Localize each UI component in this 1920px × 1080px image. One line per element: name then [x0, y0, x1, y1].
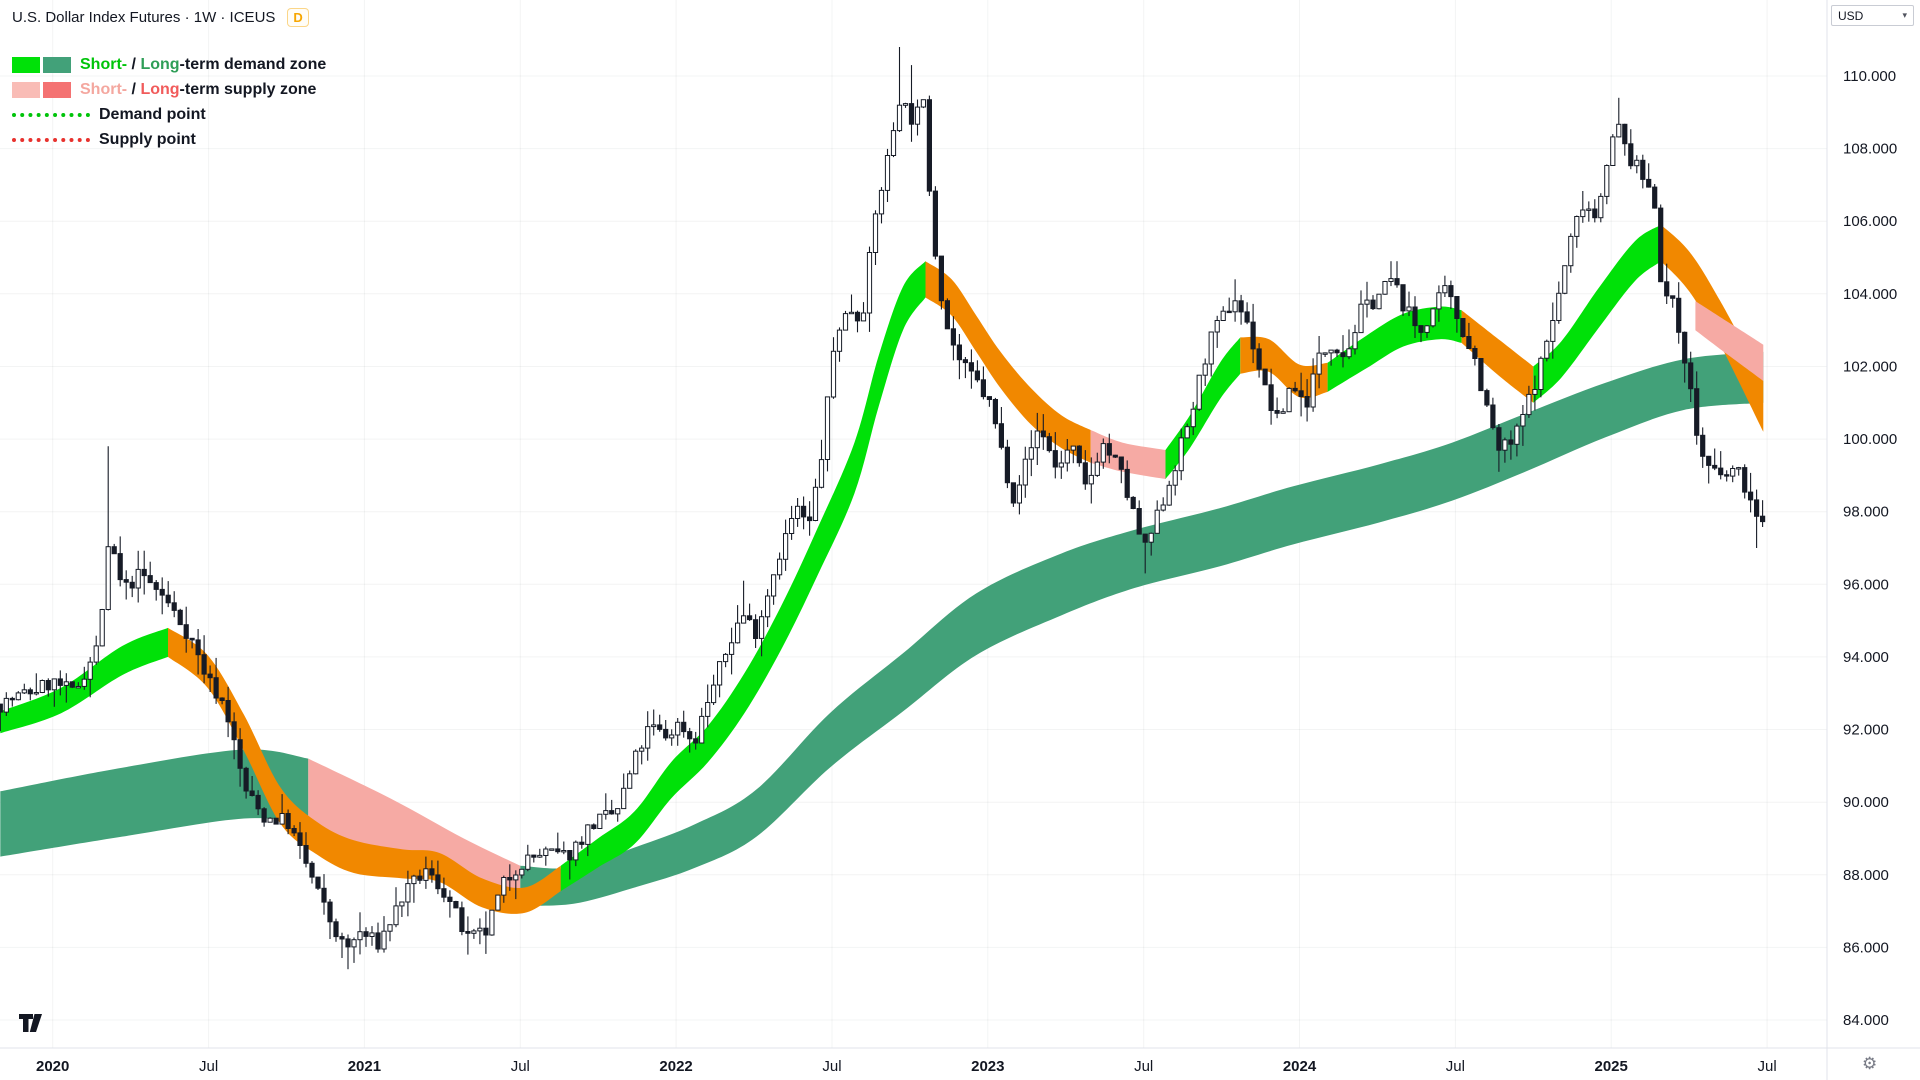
band-short-term-demand-c: [1165, 337, 1241, 479]
tradingview-logo[interactable]: [18, 1013, 44, 1039]
long-term-supply-swatch: [43, 82, 71, 98]
time-axis-label-jul: Jul: [822, 1058, 841, 1075]
time-axis-label-jul: Jul: [199, 1058, 218, 1075]
currency-label: USD: [1838, 8, 1864, 23]
demand-zone-swatches: [12, 57, 71, 73]
time-axis-label-jul: Jul: [1758, 1058, 1777, 1075]
time-axis-label-jul: Jul: [1134, 1058, 1153, 1075]
short-term-supply-swatch: [12, 82, 40, 98]
supply-short-text: Short-: [80, 81, 128, 98]
tradingview-logo-glyph: [19, 1014, 42, 1032]
price-axis-label: 92.000: [1843, 722, 1889, 739]
time-axis-label-jul: Jul: [511, 1058, 530, 1075]
price-axis-label: 106.000: [1843, 213, 1897, 230]
settings-gear-icon[interactable]: ⚙: [1862, 1054, 1878, 1073]
price-axis-label: 98.000: [1843, 504, 1889, 521]
legend-row-supply-point: Supply point: [12, 130, 326, 150]
legend-row-demand-zone: Short- / Long-term demand zone: [12, 55, 326, 75]
chevron-down-icon: ▾: [1902, 10, 1907, 20]
demand-point-label: Demand point: [99, 106, 206, 123]
time-axis-label-jul: Jul: [1446, 1058, 1465, 1075]
indicator-legend: Short- / Long-term demand zone Short- / …: [12, 55, 326, 150]
band-short-term-supply-c: [1240, 336, 1328, 399]
price-axis-label: 102.000: [1843, 359, 1897, 376]
supply-sep-text: /: [127, 81, 141, 98]
band-short-term-demand-e: [1533, 224, 1662, 403]
price-axis-label: 90.000: [1843, 794, 1889, 811]
band-long-term-demand-a: [0, 749, 309, 857]
demand-long-text: Long: [140, 56, 180, 73]
time-axis-label-2024: 2024: [1283, 1058, 1317, 1075]
price-axis-label: 88.000: [1843, 867, 1889, 884]
supply-point-line-swatch: [12, 138, 90, 142]
price-axis-label: 94.000: [1843, 649, 1889, 666]
legend-row-supply-zone: Short- / Long-term supply zone: [12, 80, 326, 100]
price-axis-label: 110.000: [1843, 68, 1896, 85]
price-axis-label: 100.000: [1843, 431, 1897, 448]
candlestick-series: [0, 47, 1766, 970]
currency-dropdown[interactable]: USD ▾: [1831, 5, 1914, 26]
indicator-bands: [0, 224, 1764, 914]
long-term-demand-swatch: [43, 57, 71, 73]
band-long-term-supply: [308, 758, 521, 906]
short-term-demand-swatch: [12, 57, 40, 73]
time-axis-label-2025: 2025: [1595, 1058, 1628, 1075]
time-axis-label-2023: 2023: [971, 1058, 1004, 1075]
supply-zone-swatches: [12, 82, 71, 98]
symbol-title[interactable]: U.S. Dollar Index Futures · 1W · ICEUS: [12, 9, 276, 26]
price-axis-panel[interactable]: [1827, 0, 1920, 1080]
supply-zone-label: Short- / Long-term supply zone: [80, 81, 316, 99]
demand-short-text: Short-: [80, 56, 128, 73]
data-mode-badge: D: [287, 8, 309, 27]
price-axis-label: 84.000: [1843, 1012, 1889, 1029]
time-axis-label-2021: 2021: [348, 1058, 381, 1075]
band-short-term-supply-pink-b: [1695, 301, 1764, 381]
supply-long-text: Long: [140, 81, 180, 98]
demand-zone-label: Short- / Long-term demand zone: [80, 56, 326, 74]
time-axis-panel[interactable]: [0, 1048, 1920, 1080]
price-axis-label: 96.000: [1843, 576, 1889, 593]
demand-sep-text: /: [127, 56, 141, 73]
demand-suffix-text: -term demand zone: [179, 56, 327, 73]
band-short-term-supply-a: [168, 627, 561, 914]
band-short-term-supply-d: [1461, 310, 1534, 403]
price-axis-label: 108.000: [1843, 141, 1897, 158]
legend-row-demand-point: Demand point: [12, 105, 326, 125]
band-short-term-demand-b: [560, 261, 926, 892]
time-axis-label-2020: 2020: [36, 1058, 69, 1075]
time-axis-label-2022: 2022: [659, 1058, 692, 1075]
supply-point-label: Supply point: [99, 131, 196, 148]
band-short-term-supply-b: [925, 261, 1091, 463]
supply-suffix-text: -term supply zone: [179, 81, 317, 98]
chart-header: U.S. Dollar Index Futures · 1W · ICEUS D: [12, 8, 309, 27]
band-long-term-demand-b: [520, 351, 1764, 906]
time-axis[interactable]: 2020 Jul 2021 Jul 2022 Jul 2023 Jul 2024 Jul 2025 J…: [36, 1058, 1777, 1075]
price-axis-label: 104.000: [1843, 286, 1897, 303]
price-axis-label: 86.000: [1843, 939, 1889, 956]
demand-point-line-swatch: [12, 113, 90, 117]
price-axis[interactable]: 110.000 108.000 106.000 104.000 102.000 100.0…: [1843, 68, 1897, 1029]
